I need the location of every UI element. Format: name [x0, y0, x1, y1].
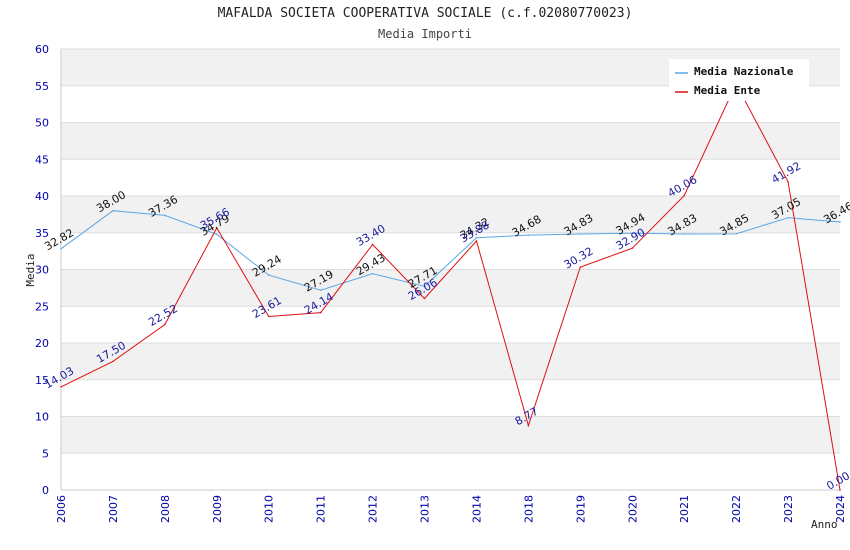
y-axis-label: Media	[24, 253, 37, 286]
data-point	[371, 243, 374, 246]
data-point	[112, 360, 114, 363]
x-tick-label: 2013	[419, 495, 432, 523]
data-point	[839, 221, 841, 223]
x-tick-label: 2018	[522, 495, 535, 523]
x-tick-label: 2010	[263, 495, 276, 523]
data-point	[527, 424, 530, 427]
y-tick-label: 50	[35, 117, 49, 130]
data-point	[475, 236, 478, 239]
data-point	[631, 247, 634, 249]
series-line-media-ente	[60, 82, 841, 491]
x-axis-label: Anno	[811, 518, 838, 531]
grid-band	[61, 196, 840, 233]
grid-band	[61, 343, 840, 380]
data-point	[579, 233, 582, 235]
data-point	[319, 289, 322, 291]
data-point	[735, 233, 737, 235]
data-point	[164, 323, 166, 326]
data-point	[164, 214, 166, 217]
x-tick-label: 2014	[470, 495, 483, 523]
legend-label-media-nazionale: Media Nazionale	[694, 65, 794, 78]
x-tick-label: 2008	[159, 495, 172, 523]
data-point	[527, 234, 530, 236]
x-tick-label: 2022	[730, 495, 743, 523]
y-tick-label: 5	[42, 447, 49, 460]
y-tick-label: 10	[35, 411, 49, 424]
data-point	[631, 232, 634, 234]
x-tick-label: 2007	[107, 495, 120, 523]
data-point	[60, 247, 62, 250]
y-tick-label: 20	[35, 337, 49, 350]
y-tick-label: 35	[35, 227, 49, 240]
y-tick-label: 15	[35, 374, 49, 387]
y-tick-label: 45	[35, 153, 49, 166]
data-point	[683, 194, 685, 197]
x-tick-label: 2012	[367, 495, 380, 523]
chart-title: MAFALDA SOCIETA COOPERATIVA SOCIALE (c.f…	[217, 6, 633, 21]
data-point	[267, 274, 270, 276]
data-label: 14.03	[42, 364, 76, 391]
data-point	[839, 489, 841, 491]
data-point	[216, 227, 218, 229]
grid-band	[61, 416, 840, 454]
data-point	[267, 315, 270, 318]
data-point	[787, 181, 789, 183]
chart-subtitle: Media Importi	[378, 27, 472, 41]
x-tick-label: 2006	[55, 495, 68, 523]
data-point	[371, 272, 374, 275]
data-point	[60, 386, 62, 388]
legend-label-media-ente: Media Ente	[694, 84, 761, 97]
data-point	[787, 216, 789, 219]
x-tick-label: 2021	[678, 495, 691, 523]
data-label: 41.92	[769, 159, 803, 186]
grid-band	[61, 122, 840, 160]
y-tick-label: 40	[35, 190, 49, 203]
data-point	[683, 233, 685, 235]
y-tick-label: 55	[35, 80, 49, 93]
x-tick-label: 2020	[626, 495, 639, 523]
x-tick-label: 2009	[211, 495, 224, 523]
data-point	[423, 285, 426, 288]
data-point	[112, 209, 114, 212]
data-point	[319, 311, 322, 314]
series-line-media-nazionale	[60, 210, 841, 291]
legend: Media Nazionale Media Ente	[669, 59, 809, 101]
x-tick-label: 2011	[315, 495, 328, 523]
legend-box	[669, 59, 809, 101]
data-point	[579, 266, 582, 268]
y-tick-label: 60	[35, 43, 49, 56]
x-tick-label: 2019	[574, 495, 587, 523]
y-tick-label: 0	[42, 484, 49, 497]
x-tick-label: 2024	[834, 495, 847, 523]
data-point	[423, 297, 426, 300]
y-tick-label: 25	[35, 300, 49, 313]
data-point	[475, 240, 478, 242]
data-point	[216, 233, 218, 236]
x-tick-label: 2023	[782, 495, 795, 523]
data-label: 30.32	[562, 245, 596, 272]
y-tick-label: 30	[35, 264, 49, 277]
